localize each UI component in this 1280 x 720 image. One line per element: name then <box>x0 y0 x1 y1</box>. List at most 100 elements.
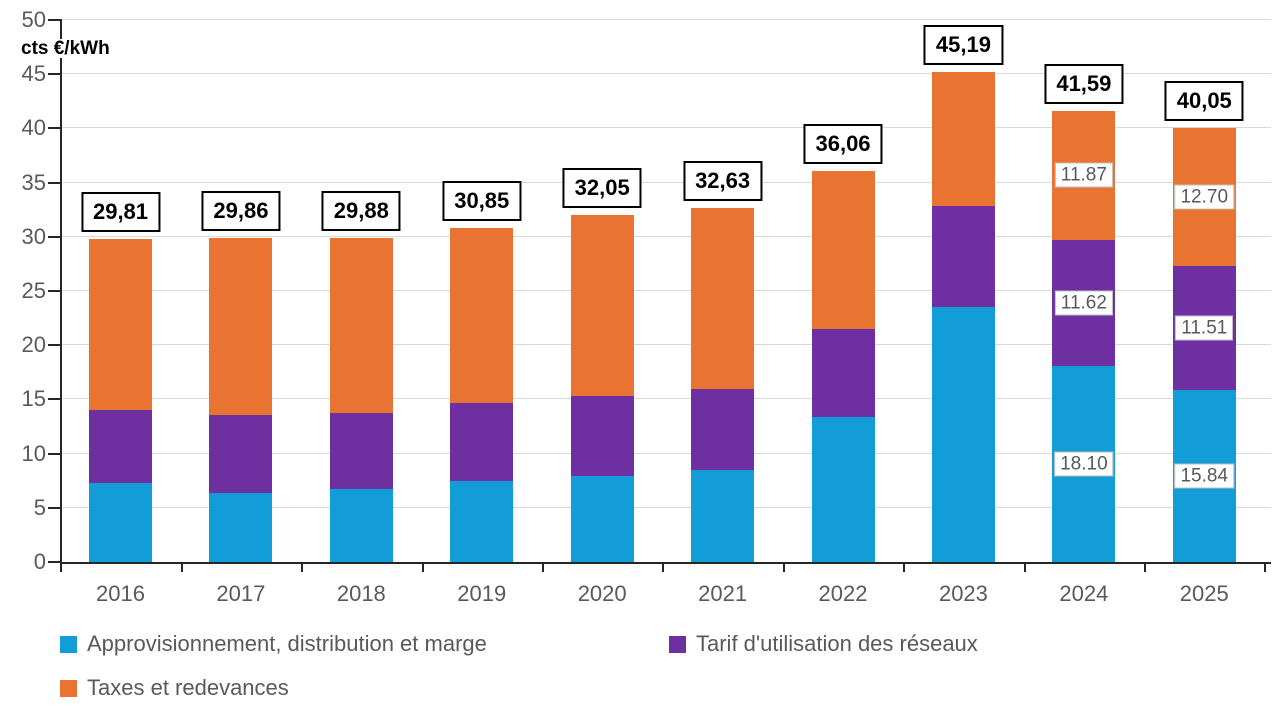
gridline-10 <box>60 452 1271 454</box>
x-axis-tick <box>60 564 63 572</box>
bar-segment-2016-series2 <box>89 410 152 483</box>
y-axis-label-10: 10 <box>21 440 46 466</box>
y-axis-label-45: 45 <box>21 61 46 87</box>
y-axis-tick-40 <box>48 127 62 130</box>
bar-segment-2017-series3 <box>209 238 273 415</box>
y-axis-tick-0 <box>48 561 62 563</box>
gridline-40 <box>60 127 1271 129</box>
y-axis-label-30: 30 <box>21 223 46 249</box>
y-axis-tick-50 <box>48 19 62 21</box>
total-label-2021: 32,63 <box>683 161 763 202</box>
x-axis-tick <box>1264 564 1267 572</box>
bar-segment-2022-series3 <box>811 171 875 329</box>
y-axis-label-40: 40 <box>21 115 46 141</box>
x-axis-label-2025: 2025 <box>1179 581 1229 606</box>
x-axis-tick <box>1023 564 1026 572</box>
bar-segment-2023-series3 <box>931 72 995 207</box>
total-label-2024: 41,59 <box>1044 64 1124 105</box>
legend-swatch-icon <box>60 679 77 697</box>
bar-segment-2021-series1 <box>691 469 755 562</box>
legend-item-series3: Taxes et redevances <box>60 675 669 701</box>
y-axis-label-35: 35 <box>21 169 46 195</box>
total-label-2023: 45,19 <box>923 25 1003 66</box>
bar-segment-2022-series1 <box>811 416 875 562</box>
x-axis-label-2023: 2023 <box>938 581 988 606</box>
x-axis-tick <box>903 564 906 572</box>
bar-segment-2019-series3 <box>450 227 514 403</box>
bar-segment-2022-series2 <box>811 328 875 417</box>
total-label-2017: 29,86 <box>201 191 281 232</box>
gridline-50 <box>60 19 1271 20</box>
segment-value-label-2025-series2: 11.51 <box>1175 315 1234 341</box>
x-axis-line <box>60 562 1271 564</box>
x-axis-tick <box>782 564 785 572</box>
bar-segment-2020-series2 <box>570 395 634 477</box>
y-axis-line <box>60 20 62 572</box>
gridline-15 <box>60 398 1271 400</box>
gridline-20 <box>60 344 1271 346</box>
legend: Approvisionnement, distribution et marge… <box>60 631 978 701</box>
y-axis-label-50: 50 <box>21 7 46 32</box>
y-axis-tick-20 <box>48 344 62 347</box>
gridline-45 <box>60 73 1271 75</box>
y-axis-label-20: 20 <box>21 332 46 358</box>
x-axis-tick <box>301 564 304 572</box>
x-axis-label-2017: 2017 <box>216 581 266 606</box>
bar-segment-2017-series1 <box>209 492 273 562</box>
segment-value-label-2024-series3: 11.87 <box>1054 162 1113 188</box>
bar-segment-2021-series3 <box>691 208 755 389</box>
bar-segment-2016-series3 <box>89 238 152 411</box>
segment-value-label-2025-series1: 15.84 <box>1174 463 1235 489</box>
segment-value-label-2024-series2: 11.62 <box>1054 290 1113 316</box>
bar-segment-2018-series1 <box>329 489 393 562</box>
y-axis-unit-label: cts €/kWh <box>18 39 113 58</box>
legend-swatch-icon <box>60 635 77 653</box>
total-label-2018: 29,88 <box>321 191 401 232</box>
bar-segment-2017-series2 <box>209 414 273 493</box>
gridline-35 <box>60 181 1271 183</box>
legend-swatch-icon <box>669 635 686 653</box>
bar-segment-2020-series3 <box>570 214 634 396</box>
x-axis-tick <box>1144 564 1147 572</box>
x-axis-label-2018: 2018 <box>336 581 386 606</box>
y-axis-tick-45 <box>48 73 62 76</box>
y-axis-tick-25 <box>48 290 62 292</box>
x-axis-label-2016: 2016 <box>96 581 145 606</box>
x-axis-label-2020: 2020 <box>577 581 627 606</box>
total-label-2025: 40,05 <box>1164 80 1244 121</box>
total-label-2019: 30,85 <box>442 180 522 221</box>
bar-segment-2019-series1 <box>450 480 514 562</box>
y-axis-tick-5 <box>48 506 62 509</box>
x-axis-tick <box>421 564 424 572</box>
gridline-5 <box>60 506 1271 508</box>
y-axis-label-25: 25 <box>21 278 46 303</box>
segment-value-label-2025-series3: 12.70 <box>1174 184 1235 210</box>
x-axis-label-2019: 2019 <box>457 581 507 606</box>
bar-segment-2016-series1 <box>89 482 152 562</box>
x-axis-tick <box>541 564 544 572</box>
y-axis-label-15: 15 <box>21 386 46 412</box>
y-axis-tick-30 <box>48 235 62 238</box>
bar-segment-2023-series2 <box>931 206 995 308</box>
gridline-30 <box>60 235 1271 237</box>
bar-segment-2018-series2 <box>329 413 393 490</box>
legend-label: Approvisionnement, distribution et marge <box>87 631 487 656</box>
bar-segment-2020-series1 <box>570 476 634 562</box>
segment-value-label-2024-series1: 18.10 <box>1054 451 1114 477</box>
x-axis-tick <box>662 564 665 572</box>
bar-segment-2019-series2 <box>450 402 514 481</box>
total-label-2020: 32,05 <box>562 167 642 208</box>
x-axis-tick <box>180 564 183 572</box>
legend-label: Tarif d'utilisation des réseaux <box>696 631 978 656</box>
total-label-2022: 36,06 <box>803 124 883 165</box>
y-axis-tick-15 <box>48 398 62 401</box>
legend-label: Taxes et redevances <box>87 675 289 700</box>
x-axis-label-2024: 2024 <box>1059 581 1109 606</box>
total-label-2016: 29,81 <box>80 191 161 232</box>
y-axis-label-5: 5 <box>33 494 46 520</box>
y-axis-tick-35 <box>48 181 62 184</box>
legend-item-series1: Approvisionnement, distribution et marge <box>60 631 669 657</box>
bar-segment-2021-series2 <box>691 388 755 470</box>
y-axis-tick-10 <box>48 452 62 455</box>
